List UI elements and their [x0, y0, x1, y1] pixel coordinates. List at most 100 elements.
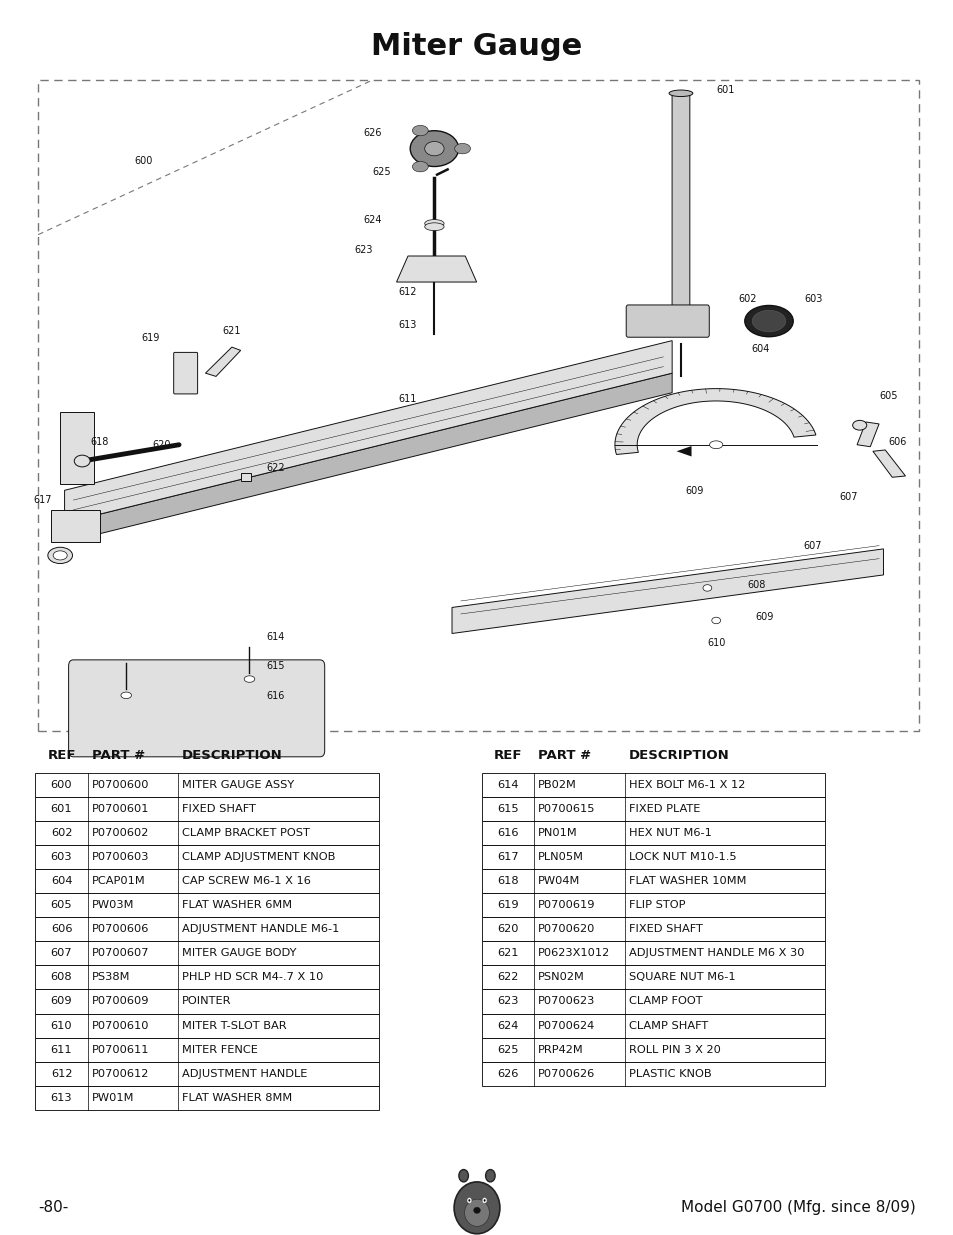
Ellipse shape	[53, 551, 67, 559]
Ellipse shape	[424, 220, 444, 227]
Bar	[35, 989, 378, 1014]
Bar	[481, 893, 824, 918]
Ellipse shape	[48, 547, 72, 563]
Bar	[35, 941, 378, 966]
Text: 620: 620	[497, 924, 518, 934]
Text: 610: 610	[706, 638, 724, 648]
Text: P0700626: P0700626	[537, 1068, 595, 1078]
Text: ADJUSTMENT HANDLE M6-1: ADJUSTMENT HANDLE M6-1	[182, 924, 339, 934]
Bar	[481, 797, 824, 821]
Text: P0700615: P0700615	[537, 804, 595, 814]
Bar	[481, 845, 824, 869]
Bar	[35, 966, 378, 989]
Text: 615: 615	[497, 804, 518, 814]
Ellipse shape	[744, 305, 792, 337]
Polygon shape	[396, 256, 476, 282]
Text: 616: 616	[267, 690, 285, 700]
Bar	[481, 941, 824, 966]
Text: FLAT WASHER 8MM: FLAT WASHER 8MM	[182, 1093, 293, 1103]
Text: PLN05M: PLN05M	[537, 852, 583, 862]
Text: CAP SCREW M6-1 X 16: CAP SCREW M6-1 X 16	[182, 876, 311, 885]
Text: 626: 626	[363, 127, 381, 137]
Text: PCAP01M: PCAP01M	[91, 876, 145, 885]
Text: P0700611: P0700611	[91, 1045, 149, 1055]
Bar	[51, 510, 100, 542]
Polygon shape	[872, 450, 904, 477]
Text: 618: 618	[497, 876, 518, 885]
Text: P0700602: P0700602	[91, 827, 149, 837]
Text: 614: 614	[497, 779, 518, 789]
Text: FLAT WASHER 10MM: FLAT WASHER 10MM	[628, 876, 745, 885]
Text: ADJUSTMENT HANDLE: ADJUSTMENT HANDLE	[182, 1068, 307, 1078]
Text: PW04M: PW04M	[537, 876, 579, 885]
Text: 616: 616	[497, 827, 518, 837]
Text: 613: 613	[51, 1093, 72, 1103]
Text: LOCK NUT M10-1.5: LOCK NUT M10-1.5	[628, 852, 736, 862]
Bar	[481, 918, 824, 941]
Bar	[35, 845, 378, 869]
Text: ROLL PIN 3 X 20: ROLL PIN 3 X 20	[628, 1045, 720, 1055]
Text: PART #: PART #	[537, 750, 591, 762]
Polygon shape	[452, 548, 882, 634]
Text: 621: 621	[222, 326, 241, 336]
Text: PART #: PART #	[91, 750, 145, 762]
Polygon shape	[65, 373, 672, 542]
Text: POINTER: POINTER	[182, 997, 232, 1007]
Ellipse shape	[464, 1199, 489, 1226]
Text: 622: 622	[497, 972, 518, 982]
Text: 601: 601	[51, 804, 72, 814]
Text: PRP42M: PRP42M	[537, 1045, 583, 1055]
Text: P0700620: P0700620	[537, 924, 595, 934]
Ellipse shape	[458, 1170, 468, 1182]
Bar	[481, 773, 824, 797]
Ellipse shape	[455, 143, 470, 154]
Ellipse shape	[468, 1199, 470, 1202]
Text: 615: 615	[267, 661, 285, 672]
Text: 609: 609	[684, 485, 702, 495]
Bar	[60, 412, 93, 484]
Text: FLIP STOP: FLIP STOP	[628, 900, 684, 910]
Text: 601: 601	[716, 85, 734, 95]
Bar	[35, 918, 378, 941]
Text: 602: 602	[738, 294, 756, 304]
Ellipse shape	[412, 126, 428, 136]
Ellipse shape	[702, 584, 711, 592]
FancyBboxPatch shape	[625, 305, 708, 337]
Polygon shape	[676, 446, 691, 457]
Ellipse shape	[244, 676, 254, 682]
Text: P0700623: P0700623	[537, 997, 595, 1007]
Bar	[35, 1014, 378, 1037]
Text: PLASTIC KNOB: PLASTIC KNOB	[628, 1068, 711, 1078]
Text: 620: 620	[152, 440, 171, 450]
Text: P0700603: P0700603	[91, 852, 149, 862]
Ellipse shape	[709, 441, 722, 448]
Text: 607: 607	[51, 948, 72, 958]
Ellipse shape	[473, 1208, 479, 1213]
Ellipse shape	[852, 420, 866, 430]
Ellipse shape	[412, 162, 428, 172]
Text: P0700610: P0700610	[91, 1020, 149, 1030]
Text: 617: 617	[497, 852, 518, 862]
Text: 611: 611	[51, 1045, 72, 1055]
Bar	[35, 1037, 378, 1062]
Bar	[481, 989, 824, 1014]
Text: 605: 605	[51, 900, 72, 910]
Text: PB02M: PB02M	[537, 779, 577, 789]
Text: MITER FENCE: MITER FENCE	[182, 1045, 258, 1055]
Text: 624: 624	[363, 215, 381, 226]
Text: CLAMP BRACKET POST: CLAMP BRACKET POST	[182, 827, 310, 837]
Ellipse shape	[74, 456, 90, 467]
Text: PSN02M: PSN02M	[537, 972, 584, 982]
Text: 608: 608	[51, 972, 72, 982]
Bar	[35, 797, 378, 821]
Text: MITER GAUGE ASSY: MITER GAUGE ASSY	[182, 779, 294, 789]
Text: CLAMP FOOT: CLAMP FOOT	[628, 997, 701, 1007]
Text: P0700601: P0700601	[91, 804, 149, 814]
Text: P0623X1012: P0623X1012	[537, 948, 610, 958]
Text: 625: 625	[372, 167, 391, 177]
Text: 623: 623	[355, 245, 373, 254]
Text: P0700606: P0700606	[91, 924, 149, 934]
Text: HEX NUT M6-1: HEX NUT M6-1	[628, 827, 711, 837]
Ellipse shape	[410, 131, 458, 167]
Ellipse shape	[121, 692, 132, 699]
